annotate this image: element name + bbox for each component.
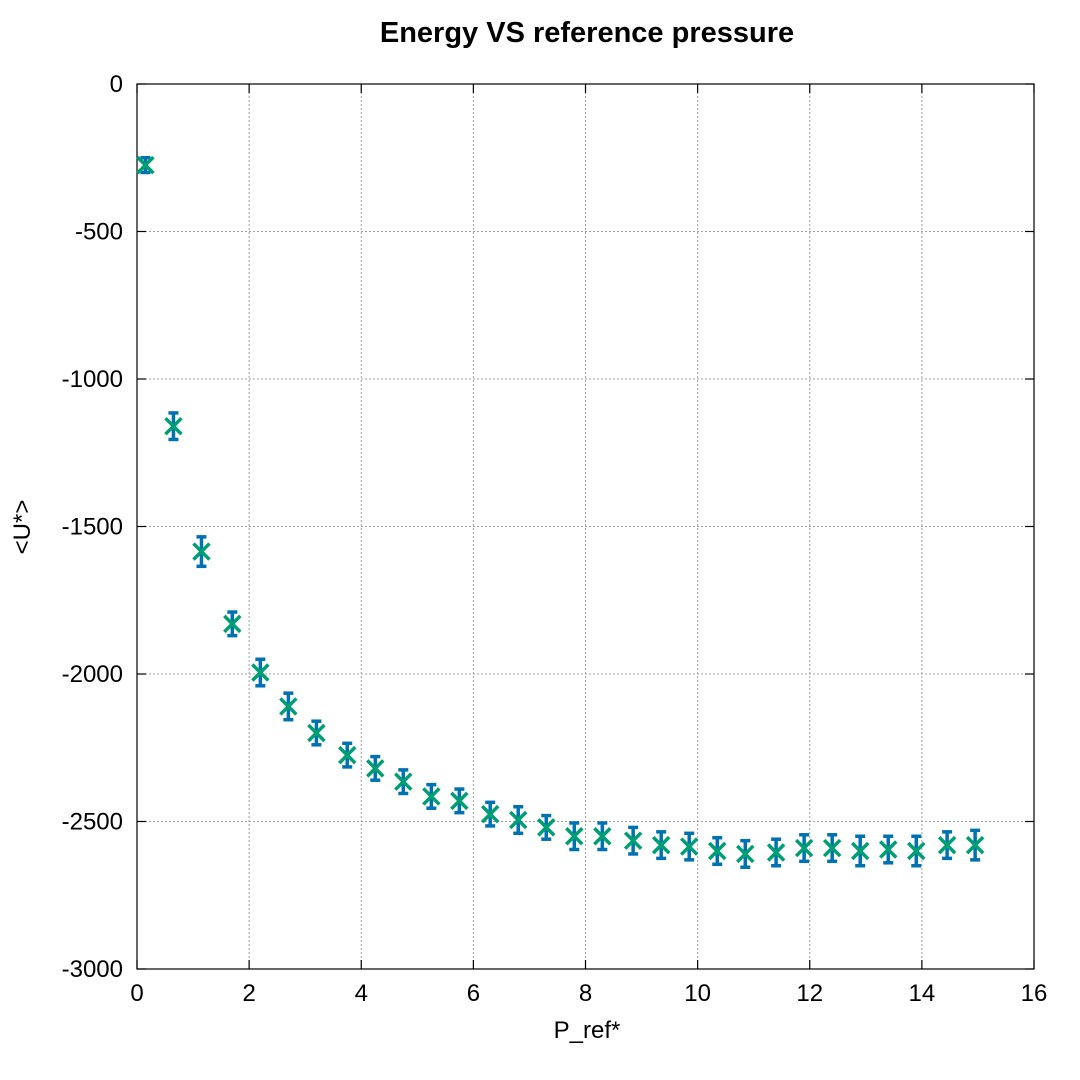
x-marker-stroke bbox=[394, 772, 413, 791]
x-marker-stroke bbox=[337, 745, 357, 765]
data-point bbox=[965, 828, 985, 862]
data-point bbox=[394, 768, 413, 796]
data-point bbox=[307, 719, 326, 747]
x-marker-stroke bbox=[736, 844, 755, 864]
x-marker-stroke bbox=[679, 837, 699, 856]
data-point bbox=[337, 741, 357, 769]
y-tick-label: -3000 bbox=[62, 956, 123, 983]
grid bbox=[137, 84, 1034, 969]
y-axis-label: <U*> bbox=[9, 500, 36, 555]
x-marker-stroke bbox=[480, 804, 500, 824]
data-point bbox=[366, 754, 385, 782]
y-tick-label: -2000 bbox=[62, 661, 123, 688]
data-points bbox=[136, 155, 985, 869]
x-tick-label: 2 bbox=[242, 980, 255, 1007]
y-tick-label: -2500 bbox=[62, 809, 123, 836]
data-point bbox=[850, 834, 870, 868]
x-tick-labels: 0 2 4 6 8 10 12 14 16 bbox=[130, 980, 1047, 1007]
x-tick-label: 0 bbox=[130, 980, 143, 1007]
y-tick-label: -500 bbox=[75, 219, 123, 246]
x-marker-stroke bbox=[136, 155, 155, 175]
x-marker-stroke bbox=[164, 416, 183, 436]
data-point bbox=[450, 787, 469, 815]
x-tick-label: 10 bbox=[684, 980, 711, 1007]
x-marker-stroke bbox=[623, 831, 643, 850]
data-point bbox=[937, 830, 957, 861]
y-tick-label: -1500 bbox=[62, 514, 123, 541]
x-tick-label: 4 bbox=[355, 980, 368, 1007]
data-point bbox=[251, 657, 270, 688]
data-point bbox=[192, 535, 211, 569]
data-point bbox=[623, 825, 643, 856]
data-point bbox=[766, 837, 786, 868]
data-point bbox=[422, 782, 441, 810]
y-tick-label: 0 bbox=[110, 71, 123, 98]
x-marker-stroke bbox=[766, 843, 786, 862]
x-marker-stroke bbox=[223, 614, 242, 634]
data-point bbox=[679, 831, 699, 862]
data-point bbox=[907, 834, 926, 868]
x-marker-stroke bbox=[965, 835, 985, 855]
x-marker-stroke bbox=[366, 759, 385, 778]
x-marker-stroke bbox=[307, 723, 326, 743]
data-point bbox=[794, 833, 814, 864]
data-point bbox=[736, 838, 755, 869]
x-tick-label: 6 bbox=[467, 980, 480, 1007]
data-point bbox=[822, 833, 842, 864]
data-point bbox=[136, 155, 155, 175]
x-marker-stroke bbox=[651, 835, 671, 855]
data-point bbox=[593, 821, 612, 852]
x-marker-stroke bbox=[822, 838, 842, 858]
x-marker-stroke bbox=[907, 841, 926, 861]
x-tick-label: 14 bbox=[909, 980, 936, 1007]
x-tick-label: 16 bbox=[1021, 980, 1048, 1007]
data-point bbox=[480, 800, 500, 828]
chart-title: Energy VS reference pressure bbox=[380, 17, 794, 49]
x-marker-stroke bbox=[879, 840, 898, 859]
x-tick-label: 8 bbox=[579, 980, 592, 1007]
ticks bbox=[136, 83, 1035, 970]
y-tick-label: -1000 bbox=[62, 366, 123, 393]
x-marker-stroke bbox=[593, 827, 612, 846]
x-marker-stroke bbox=[937, 835, 957, 855]
x-marker-stroke bbox=[251, 663, 270, 682]
data-point bbox=[279, 691, 298, 722]
data-point bbox=[879, 834, 898, 865]
data-point bbox=[651, 830, 671, 861]
data-point bbox=[708, 835, 727, 867]
x-marker-stroke bbox=[708, 841, 727, 861]
x-marker-stroke bbox=[508, 810, 528, 830]
x-tick-label: 12 bbox=[796, 980, 823, 1007]
x-marker-stroke bbox=[450, 791, 469, 811]
x-marker-stroke bbox=[850, 841, 870, 861]
x-marker-stroke bbox=[537, 818, 556, 837]
x-marker-stroke bbox=[565, 827, 584, 846]
x-marker-stroke bbox=[279, 697, 298, 716]
data-point bbox=[164, 411, 183, 442]
data-point bbox=[508, 805, 528, 836]
data-point bbox=[223, 610, 242, 638]
x-marker-stroke bbox=[192, 542, 211, 561]
y-tick-labels: 0 -500 -1000 -1500 -2000 -2500 -3000 bbox=[62, 71, 123, 983]
data-point bbox=[537, 813, 556, 841]
x-marker-stroke bbox=[794, 838, 814, 858]
x-axis-label: P_ref* bbox=[554, 1017, 621, 1044]
data-point bbox=[565, 821, 584, 852]
x-marker-stroke bbox=[422, 787, 441, 806]
